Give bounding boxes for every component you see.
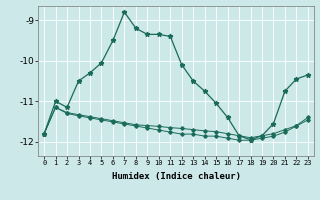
X-axis label: Humidex (Indice chaleur): Humidex (Indice chaleur) (111, 172, 241, 181)
